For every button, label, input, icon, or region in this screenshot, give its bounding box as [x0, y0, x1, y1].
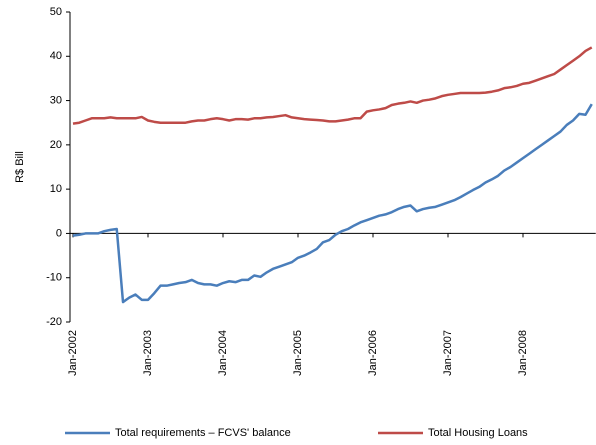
legend-label: Total requirements – FCVS' balance: [115, 427, 291, 439]
x-tick-label: Jan-2007: [442, 330, 454, 376]
y-tick-label: -10: [46, 272, 62, 284]
legend-label: Total Housing Loans: [428, 427, 528, 439]
x-tick-label: Jan-2002: [67, 330, 79, 376]
y-tick-label: 50: [50, 6, 62, 18]
y-tick-label: 20: [50, 139, 62, 151]
y-tick-label: 40: [50, 50, 62, 62]
x-tick-label: Jan-2005: [292, 330, 304, 376]
y-tick-label: 0: [56, 227, 62, 239]
x-tick-label: Jan-2006: [367, 330, 379, 376]
x-tick-label: Jan-2004: [217, 330, 229, 376]
line-series: [72, 46, 593, 125]
y-tick-label: -20: [46, 316, 62, 328]
y-axis-label: R$ Bill: [14, 151, 26, 183]
line-series: [72, 103, 593, 304]
y-tick-label: 30: [50, 94, 62, 106]
y-tick-label: 10: [50, 183, 62, 195]
x-tick-label: Jan-2008: [517, 330, 529, 376]
x-tick-label: Jan-2003: [142, 330, 154, 376]
